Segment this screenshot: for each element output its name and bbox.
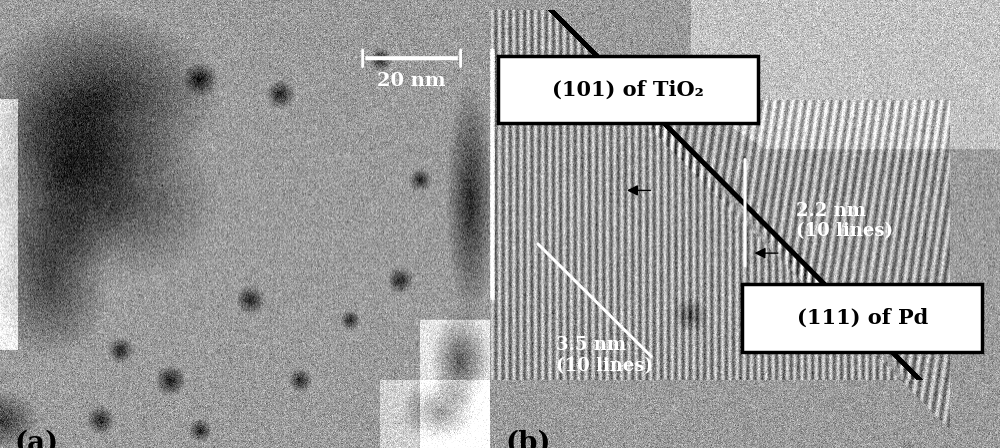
Text: (101) of TiO₂: (101) of TiO₂: [552, 80, 704, 99]
Text: 3.5 nm
(10 lines): 3.5 nm (10 lines): [556, 336, 653, 375]
Text: (a): (a): [15, 430, 59, 448]
Text: (b): (b): [505, 430, 551, 448]
Text: 2.2 nm
(10 lines): 2.2 nm (10 lines): [796, 202, 893, 241]
Text: (111) of Pd: (111) of Pd: [797, 308, 928, 328]
Text: 20 nm: 20 nm: [377, 72, 446, 90]
FancyBboxPatch shape: [742, 284, 982, 352]
FancyBboxPatch shape: [498, 56, 758, 123]
